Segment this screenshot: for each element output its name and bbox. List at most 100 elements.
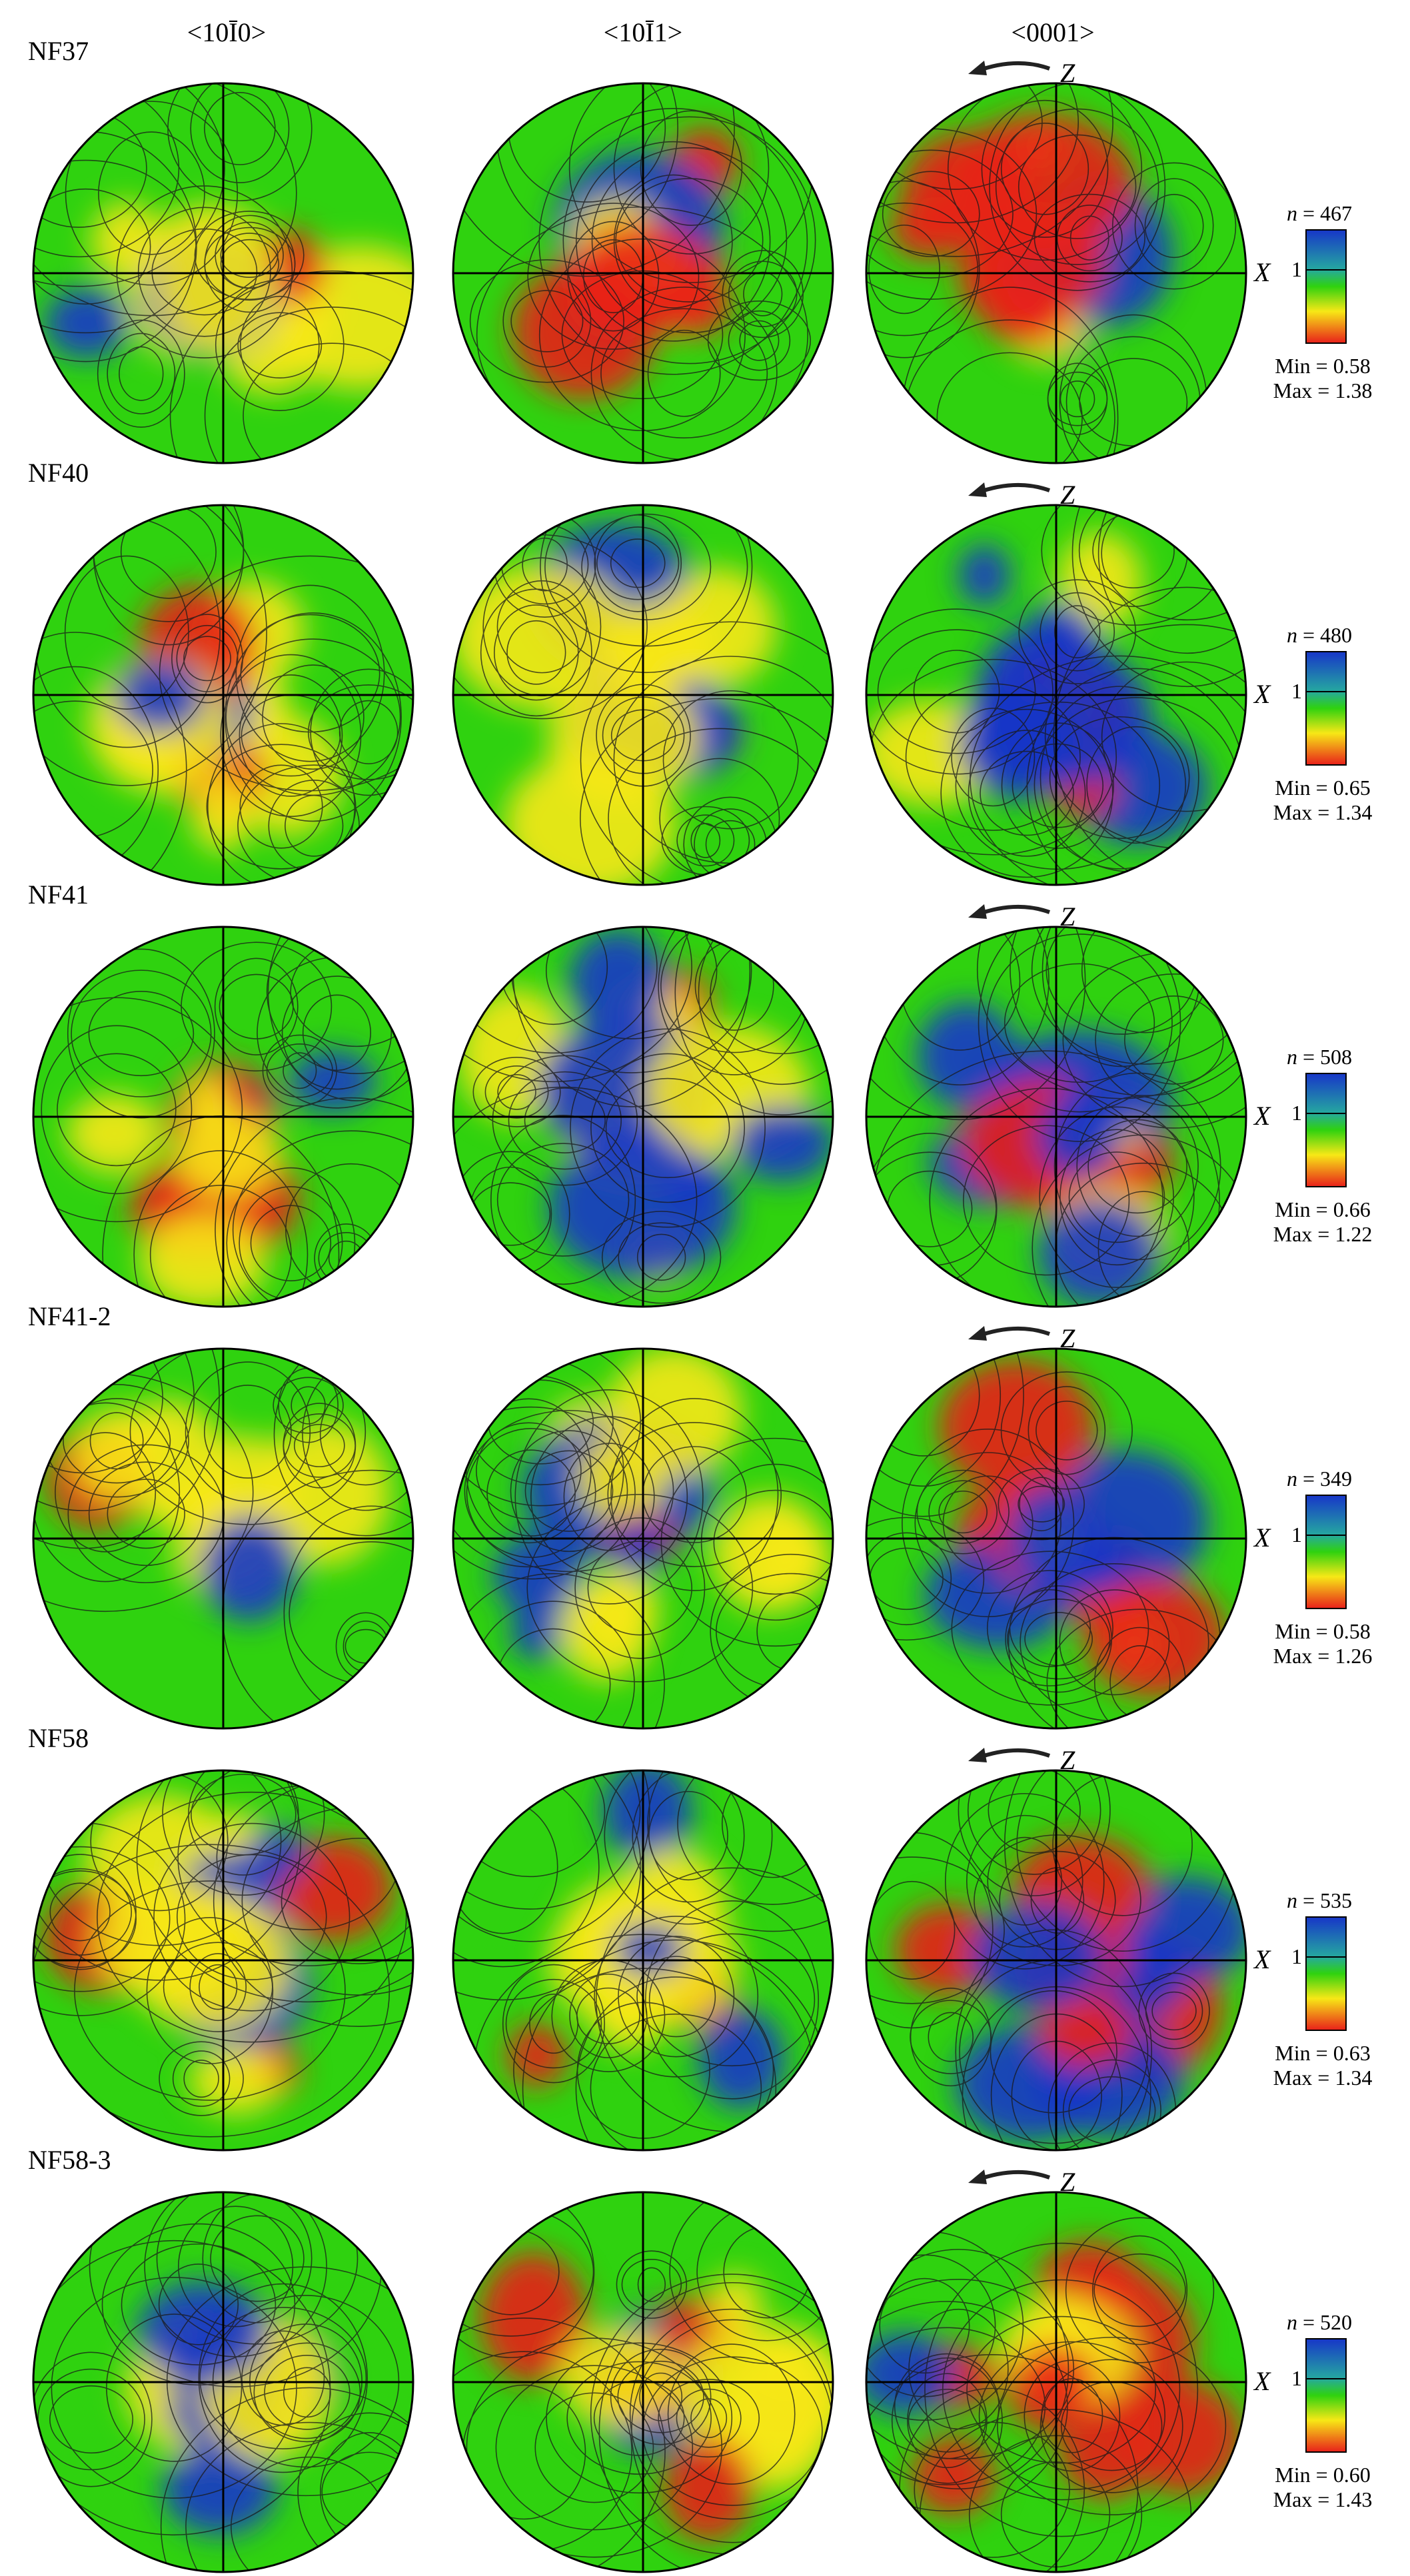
contour-line	[185, 2421, 413, 2572]
contour-line	[172, 2050, 231, 2107]
contour-line	[866, 1517, 985, 1641]
contour-line	[866, 202, 979, 336]
rotation-arrow	[975, 904, 1051, 917]
contour-line	[989, 83, 1166, 291]
contour-line	[243, 342, 413, 463]
contour-line	[262, 1034, 337, 1107]
contour-line	[669, 2192, 833, 2364]
density-blob	[614, 1518, 665, 1578]
contour-line	[928, 1480, 998, 1544]
contour-line	[505, 1978, 602, 2069]
row-label: NF58-3	[28, 2145, 111, 2175]
contour-line	[534, 2392, 654, 2503]
contour-line	[601, 1211, 722, 1304]
contour-line	[198, 2283, 368, 2473]
pole-figure-outline	[452, 82, 834, 464]
contour-line	[220, 654, 362, 818]
contour-line	[220, 239, 280, 289]
contour-line	[1028, 1386, 1106, 1475]
contour-line	[866, 83, 1079, 224]
contour-line	[617, 2360, 704, 2433]
pole-figure-outline	[865, 1347, 1247, 1730]
density-blob	[44, 287, 129, 359]
contour-line	[700, 1463, 833, 1621]
contour-line	[291, 1386, 326, 1425]
max-value: Max = 1.43	[1273, 2487, 1373, 2511]
rotation-arrowhead	[968, 904, 987, 919]
contour-line	[524, 1450, 614, 1532]
contour-line	[476, 1422, 582, 1520]
contour-line	[495, 2365, 694, 2531]
contour-line	[153, 1822, 351, 2012]
contour-line	[33, 632, 187, 885]
contour-line	[877, 629, 1036, 754]
contour-line	[594, 514, 682, 612]
contour-line	[215, 1097, 413, 1307]
contour-line	[988, 1770, 1081, 1854]
contour-line	[905, 683, 1081, 831]
contour-line	[942, 1475, 1034, 1571]
contour-line	[966, 1814, 1083, 1948]
density-blob	[559, 1581, 652, 1682]
contour-line	[133, 1150, 309, 1307]
contour-line	[49, 1882, 111, 1942]
column-header-pyramid: <10Ī1>	[604, 17, 682, 47]
contour-line	[88, 990, 195, 1077]
pole-figure-outline	[865, 504, 1247, 886]
row-label: NF58	[28, 1723, 89, 1753]
contour-line	[866, 180, 980, 358]
contour-line	[63, 1398, 171, 1484]
contour-line	[191, 1774, 297, 1856]
pole-figure-outline	[865, 926, 1247, 1308]
contour-line	[976, 927, 1246, 1099]
row-label: NF37	[28, 36, 89, 66]
density-blob	[972, 203, 1106, 323]
min-value: Min = 0.58	[1275, 1619, 1370, 1643]
contour-line	[567, 221, 660, 332]
contour-line	[647, 329, 721, 417]
contour-line	[936, 352, 1083, 463]
contour-line	[506, 620, 566, 685]
contour-line	[183, 636, 231, 682]
pole-figure: ZX	[865, 902, 1271, 1308]
contour-line	[1036, 1401, 1098, 1461]
pole-figure	[452, 1769, 834, 2152]
contour-line	[600, 308, 768, 438]
pole-figure	[452, 926, 834, 1308]
pole-figure	[452, 2191, 834, 2573]
contour-line	[33, 1770, 302, 1981]
density-blob	[731, 1105, 833, 1182]
contour-line	[866, 1349, 1002, 1487]
pole-figure	[32, 2191, 414, 2573]
contour-line	[1054, 605, 1101, 658]
contour-line	[237, 312, 323, 378]
contour-line	[1024, 1612, 1093, 1666]
pole-figure-outline	[865, 2191, 1247, 2573]
contour-line	[283, 1403, 356, 1489]
contour-line	[636, 1956, 716, 2038]
contour-line	[866, 1532, 952, 1626]
pole-figure-outline	[452, 926, 834, 1308]
density-blob	[752, 1515, 831, 1601]
contour-line	[232, 1130, 413, 1307]
contour-line	[464, 1410, 674, 1573]
pole-figure: ZX	[865, 480, 1271, 886]
contour-line	[658, 2379, 760, 2458]
contour-line	[33, 1870, 137, 1968]
contour-line	[575, 1976, 777, 2150]
density-blob	[510, 1606, 564, 1660]
contour-line	[185, 1361, 311, 1502]
legend-color-bar	[1305, 1916, 1347, 2031]
contour-line	[137, 207, 271, 337]
x-axis-label: X	[1253, 1944, 1271, 1974]
contour-line	[866, 2278, 1075, 2460]
max-value: Max = 1.34	[1273, 800, 1373, 824]
density-blob	[173, 1109, 280, 1198]
contour-line	[453, 1349, 642, 1507]
contour-line	[868, 225, 940, 315]
contour-line	[739, 320, 780, 361]
density-blob	[866, 2331, 956, 2415]
